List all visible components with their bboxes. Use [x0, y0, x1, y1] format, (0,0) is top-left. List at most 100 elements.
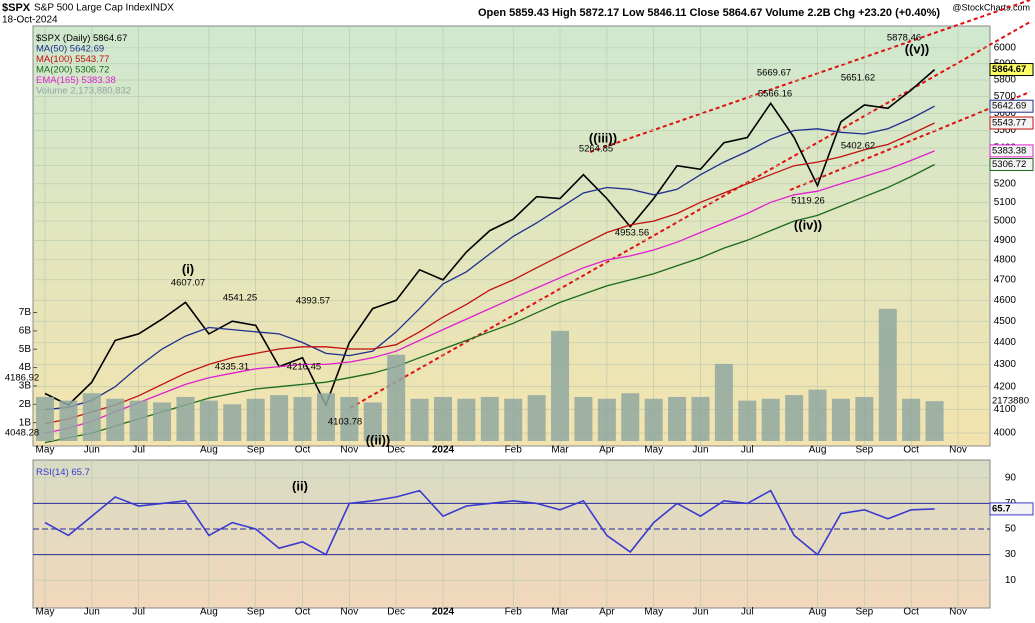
volume-bar [925, 401, 944, 441]
y-tick-label: 4400 [994, 337, 1017, 348]
rsi-panel [32, 459, 991, 609]
legend-entry: EMA(165) 5383.38 [36, 75, 116, 86]
volume-bar [316, 393, 335, 441]
x-tick-label: Dec [387, 607, 405, 618]
y2-tick-label: 7B [19, 307, 32, 318]
legend-name: Volume [36, 85, 68, 96]
value-tag-box [989, 144, 1034, 158]
x-tick-label: May [36, 445, 55, 456]
y-tick-label: 5000 [994, 216, 1017, 227]
volume-bar [785, 395, 804, 441]
value-tag: 5383.38 [992, 145, 1026, 156]
x-tick-label: Jun [692, 607, 708, 618]
price-annotation: 5651.62 [841, 73, 875, 84]
legend-entry: MA(200) 5306.72 [36, 64, 109, 75]
price-annotation: 5669.67 [757, 68, 791, 79]
value-tag: 5306.72 [992, 159, 1026, 170]
x-tick-label: Sep [247, 445, 265, 456]
price-annotation: 5402.62 [841, 141, 875, 152]
legend-value: 5642.69 [70, 43, 104, 54]
legend-name: MA(200) [36, 64, 72, 75]
x-tick-label: Jun [692, 445, 708, 456]
trend-lines [349, 0, 1031, 409]
volume-bar [270, 395, 289, 441]
x-tick-label: May [644, 607, 663, 618]
y-tick-label: 90 [1005, 472, 1017, 483]
x-tick-label: Feb [505, 607, 523, 618]
x-tick-label: Mar [551, 445, 569, 456]
ma-line [44, 105, 935, 411]
x-tick-label: Aug [809, 607, 827, 618]
price-annotation: 5878.46 [887, 33, 921, 44]
volume-bar [223, 404, 242, 441]
x-tick-label: May [36, 607, 55, 618]
x-tick-label: Nov [340, 607, 358, 618]
y-tick-label: 4900 [994, 235, 1017, 246]
x-tick-label: Oct [903, 445, 919, 456]
volume-bar [504, 398, 523, 441]
legend-entry: RSI(14) 65.7 [36, 467, 90, 478]
volume-bar [176, 396, 195, 441]
volume-bar [761, 398, 780, 441]
legend-entry: Volume 2,173,880,832 [36, 85, 131, 96]
credit: @StockCharts.com [952, 2, 1030, 12]
x-tick-label: Jul [132, 445, 145, 456]
price-annotation: 4216.45 [287, 362, 321, 373]
volume-bar [902, 398, 921, 441]
price-annotation: 4048.28 [5, 428, 39, 439]
volume-bar [199, 400, 218, 441]
quote: Open 5859.43 High 5872.17 Low 5846.11 Cl… [478, 7, 940, 19]
x-tick-label: Oct [903, 607, 919, 618]
volume-bar [527, 395, 546, 441]
volume-bar [36, 396, 54, 441]
value-tag: 5642.69 [992, 101, 1026, 112]
price-annotation: 4393.57 [296, 296, 330, 307]
price-line [44, 68, 936, 408]
legend-name: EMA(165) [36, 75, 79, 86]
axis-tag: 2173880 [992, 396, 1029, 407]
volume-bar [878, 308, 897, 441]
volume-bar [621, 393, 640, 441]
volume-bar [738, 400, 757, 441]
price-line [44, 489, 935, 556]
volume-bar [293, 396, 312, 441]
y-tick-label: 5700 [994, 91, 1017, 102]
legend-name: $SPX (Daily) [36, 33, 90, 44]
x-tick-label: Apr [599, 445, 615, 456]
volume-bar [808, 389, 827, 441]
price-annotation: 4607.07 [171, 278, 205, 289]
x-tick-label: Nov [340, 445, 358, 456]
legend-value: 5306.72 [75, 64, 109, 75]
x-tick-label: Jul [132, 607, 145, 618]
wave-label: (ii) [292, 478, 308, 493]
y-tick-label: 4200 [994, 381, 1017, 392]
price-annotation: 5264.85 [579, 144, 613, 155]
legend-value: 65.7 [71, 467, 90, 478]
y2-tick-label: 1B [19, 417, 32, 428]
price-annotation: 4186.92 [5, 373, 39, 384]
y-tick-label: 5200 [994, 178, 1017, 189]
value-tag-box [989, 116, 1034, 130]
x-tick-label: Sep [855, 607, 873, 618]
wave-label: ((iv)) [794, 217, 822, 232]
volume-bar [691, 396, 710, 441]
y2-tick-label: 2B [19, 399, 32, 410]
legend-value: 5383.38 [81, 75, 115, 86]
price-annotation: 4335.31 [215, 362, 249, 373]
y2-tick-label: 5B [19, 344, 32, 355]
volume-bar [410, 398, 429, 441]
y-tick-label: 4100 [994, 404, 1017, 415]
volume-bar [831, 398, 850, 441]
y-tick-label: 5600 [994, 108, 1017, 119]
price-annotation: 4103.78 [328, 417, 362, 428]
ma-line [44, 150, 935, 434]
wave-label: ((iii)) [589, 130, 617, 145]
x-tick-label: Nov [949, 445, 967, 456]
volume-bar [153, 402, 172, 441]
x-tick-label: Mar [551, 607, 569, 618]
x-tick-label: May [644, 445, 663, 456]
index-name: S&P 500 Large Cap Index [34, 3, 150, 14]
volume-bar [387, 354, 406, 441]
legend-name: RSI(14) [36, 467, 69, 478]
